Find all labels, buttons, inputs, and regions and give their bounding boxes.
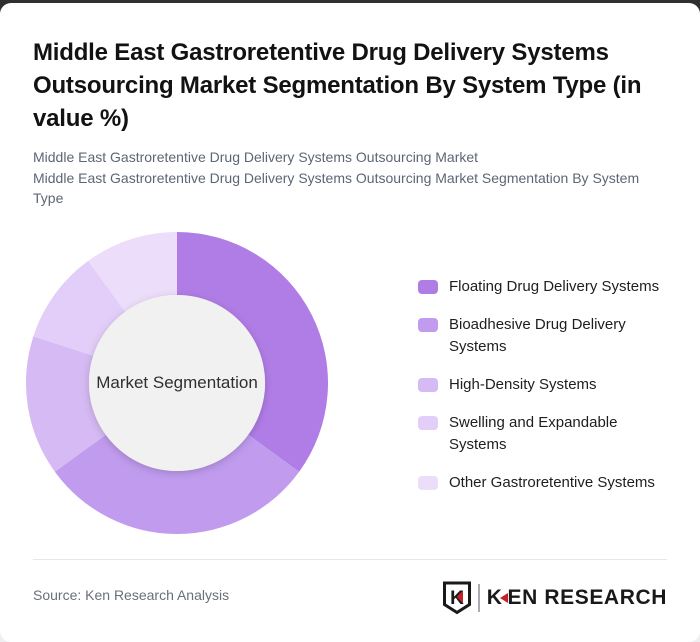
legend-swatch-icon xyxy=(418,476,438,490)
donut-slice-1 xyxy=(54,434,300,534)
donut-slice-0 xyxy=(177,232,328,472)
footer-divider xyxy=(33,559,667,560)
logo-red-triangle-icon xyxy=(499,593,508,603)
legend-swatch-icon xyxy=(418,378,438,392)
legend-label: Floating Drug Delivery Systems xyxy=(449,278,660,295)
legend-item-3: Swelling and Expandable Systems xyxy=(418,412,675,456)
legend-label: High-Density Systems xyxy=(449,376,597,393)
legend-swatch-icon xyxy=(418,280,438,294)
logo-text-first-letter: K xyxy=(486,586,503,609)
source-text: Source: Ken Research Analysis xyxy=(33,587,230,603)
chart-subtitle-line1: Middle East Gastroretentive Drug Deliver… xyxy=(33,149,479,165)
donut-chart: Market Segmentation xyxy=(26,232,328,534)
report-card: Middle East Gastroretentive Drug Deliver… xyxy=(0,3,700,642)
donut-slice-4 xyxy=(88,232,177,312)
logo-divider xyxy=(477,584,480,612)
legend-item-0: Floating Drug Delivery Systems xyxy=(418,276,675,298)
legend-swatch-icon xyxy=(418,416,438,430)
donut-slice-3 xyxy=(33,260,126,356)
legend-label: Bioadhesive Drug Delivery Systems xyxy=(449,316,626,355)
logo-text-rest: EN RESEARCH xyxy=(507,586,667,609)
donut-svg xyxy=(26,232,328,534)
legend-label: Other Gastroretentive Systems xyxy=(449,474,655,491)
donut-slice-2 xyxy=(26,336,106,472)
legend-swatch-icon xyxy=(418,318,438,332)
chart-subtitle-line2: Middle East Gastroretentive Drug Deliver… xyxy=(33,169,640,207)
legend-item-4: Other Gastroretentive Systems xyxy=(418,472,675,494)
logo-text: K EN RESEARCH xyxy=(487,586,667,610)
legend-label: Swelling and Expandable Systems xyxy=(449,414,618,453)
legend-item-1: Bioadhesive Drug Delivery Systems xyxy=(418,314,675,358)
chart-subtitles: Middle East Gastroretentive Drug Deliver… xyxy=(33,147,673,209)
ken-research-logo: K K EN RESEARCH xyxy=(442,580,667,616)
page-title: Middle East Gastroretentive Drug Deliver… xyxy=(33,39,642,132)
ken-research-shield-icon: K xyxy=(442,581,471,615)
legend-item-2: High-Density Systems xyxy=(418,374,675,396)
donut-inner-circle xyxy=(88,294,266,472)
chart-legend: Floating Drug Delivery Systems Bioadhesiv… xyxy=(418,276,675,494)
